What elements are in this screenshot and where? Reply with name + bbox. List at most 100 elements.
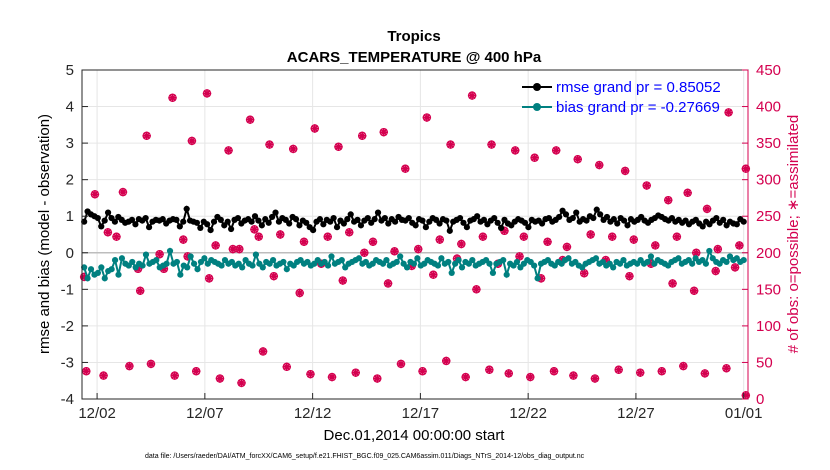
possible-low-point-asterisk xyxy=(228,244,238,254)
bias-point xyxy=(403,264,411,271)
rmse-point xyxy=(303,219,310,226)
bias-point xyxy=(142,251,150,258)
possible-high-point xyxy=(672,232,682,241)
possible-low-point xyxy=(700,369,710,378)
possible-high-point xyxy=(530,153,539,162)
possible-high-point-asterisk xyxy=(467,91,477,100)
bias-point xyxy=(153,256,160,264)
possible-high-point-asterisk xyxy=(345,228,354,237)
possible-high-point-asterisk xyxy=(357,131,367,140)
footnote: data file: /Users/raeder/DAI/ATM_forcXX/… xyxy=(145,453,585,460)
possible-low-point-asterisk xyxy=(112,232,121,241)
possible-high-point-asterisk xyxy=(724,108,733,117)
possible-high-point-asterisk xyxy=(500,226,509,236)
possible-high-point xyxy=(446,140,455,149)
possible-low-point xyxy=(504,369,513,378)
possible-high-point xyxy=(368,237,378,247)
possible-high-point xyxy=(254,232,263,241)
possible-high-point xyxy=(118,187,128,197)
possible-high-point xyxy=(608,232,617,241)
bias-point xyxy=(259,264,266,271)
possible-high-point xyxy=(487,140,496,149)
possible-low-point xyxy=(295,288,304,298)
possible-low-point-asterisk xyxy=(689,286,699,295)
possible-low-point xyxy=(590,374,600,383)
bias-point xyxy=(218,262,225,269)
rmse-point xyxy=(614,220,621,227)
rmse-point xyxy=(320,221,327,228)
plot-area xyxy=(79,69,751,400)
y-right-tick-label: 250 xyxy=(756,208,781,225)
possible-low-point-asterisk xyxy=(204,274,214,283)
rmse-point xyxy=(347,211,354,218)
possible-low-point xyxy=(258,347,268,356)
possible-high-point xyxy=(642,181,651,190)
bias-point xyxy=(706,247,713,255)
possible-high-point-asterisk xyxy=(519,232,529,241)
possible-low-point xyxy=(679,361,688,371)
rmse-point xyxy=(436,220,443,227)
possible-low-point xyxy=(327,372,337,382)
possible-high-point xyxy=(289,144,298,154)
possible-low-point xyxy=(237,378,246,388)
bias-point xyxy=(118,255,126,262)
bias-point xyxy=(620,256,627,264)
rmse-point xyxy=(556,213,563,221)
possible-high-point xyxy=(168,93,177,102)
possible-high-point xyxy=(103,228,113,237)
possible-high-point-asterisk xyxy=(299,237,309,247)
bias-point xyxy=(486,260,493,267)
y-right-tick-label: 400 xyxy=(756,99,781,116)
rmse-point xyxy=(255,217,262,224)
legend-bias-label: bias grand pr = -0.27669 xyxy=(556,99,720,116)
possible-low-point xyxy=(711,266,720,276)
possible-low-point xyxy=(689,286,699,295)
possible-high-point-asterisk xyxy=(310,124,319,133)
rmse-point xyxy=(480,216,488,223)
possible-high-point xyxy=(724,108,733,117)
bias-point xyxy=(500,256,507,264)
possible-high-point-asterisk xyxy=(573,154,582,164)
possible-high-point xyxy=(334,142,343,151)
rmse-point xyxy=(286,220,293,227)
possible-low-point xyxy=(228,244,238,254)
bias-point xyxy=(81,264,88,271)
x-tick-label: 12/17 xyxy=(402,405,440,422)
possible-high-point-asterisk xyxy=(179,235,188,244)
possible-low-point-asterisk xyxy=(590,374,600,383)
bias-point xyxy=(239,264,246,271)
possible-low-point-asterisk xyxy=(383,279,393,288)
possible-high-point-asterisk xyxy=(79,272,89,282)
rmse-point xyxy=(620,217,628,224)
bias-point xyxy=(101,275,108,282)
possible-high-point-asterisk xyxy=(608,232,617,241)
rmse-point xyxy=(569,214,576,222)
rmse-point xyxy=(128,216,136,223)
possible-low-point-asterisk xyxy=(258,347,268,356)
possible-low-point xyxy=(360,248,369,257)
possible-low-point xyxy=(170,371,179,380)
possible-low-point xyxy=(741,391,751,400)
rmse-point xyxy=(81,218,88,225)
rmse-point xyxy=(354,216,361,223)
possible-low-point xyxy=(485,365,494,374)
rmse-point xyxy=(173,216,180,223)
possible-low-point xyxy=(472,285,481,294)
rmse-point xyxy=(234,214,242,222)
possible-high-point-asterisk xyxy=(245,115,255,124)
possible-low-point xyxy=(204,274,214,283)
possible-high-point-asterisk xyxy=(511,146,520,155)
possible-high-point-asterisk xyxy=(478,232,488,241)
possible-low-point-asterisk xyxy=(170,371,179,380)
possible-high-point xyxy=(562,242,572,252)
bias-point xyxy=(98,264,105,271)
possible-low-point-asterisk xyxy=(396,359,406,369)
rmse-point xyxy=(699,223,706,230)
possible-high-point-asterisk xyxy=(530,153,539,162)
possible-high-point xyxy=(573,154,582,164)
possible-high-point-asterisk xyxy=(235,244,244,254)
bias-point xyxy=(108,266,115,273)
rmse-point xyxy=(590,214,597,222)
possible-low-point-asterisk xyxy=(360,248,369,257)
rmse-point xyxy=(142,214,149,222)
